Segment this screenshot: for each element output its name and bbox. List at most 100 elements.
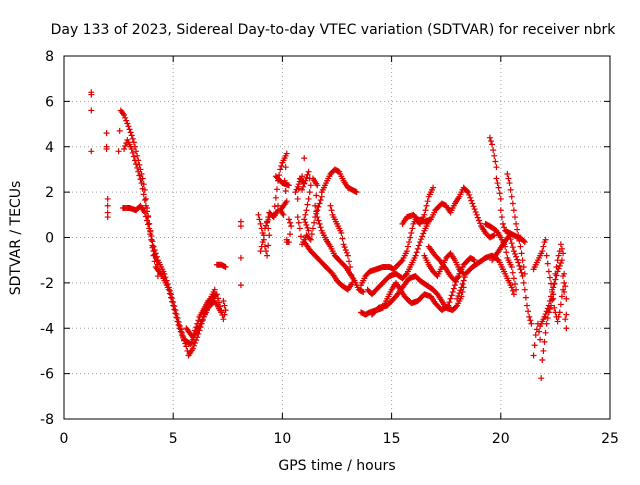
data-point [403, 248, 410, 255]
data-point [103, 146, 110, 153]
data-point [348, 271, 355, 278]
data-point [257, 220, 264, 227]
y-axis-label: SDTVAR / TECUs [8, 181, 24, 296]
data-point [237, 223, 244, 230]
data-point [539, 248, 546, 255]
data-point [143, 217, 150, 224]
data-point [302, 219, 309, 226]
data-point [314, 182, 321, 189]
data-point [260, 232, 267, 239]
data-point [122, 114, 129, 121]
data-point [152, 254, 159, 261]
data-point [415, 242, 422, 249]
data-point [189, 345, 196, 352]
data-point [563, 325, 570, 332]
data-point [258, 243, 265, 250]
data-point [528, 320, 535, 327]
data-point [558, 245, 565, 252]
data-point [164, 281, 171, 288]
data-point [306, 235, 313, 242]
data-point [128, 146, 135, 153]
data-point [216, 299, 223, 306]
data-point [510, 291, 517, 298]
data-point [190, 342, 197, 349]
data-point [288, 223, 295, 230]
data-point [285, 216, 292, 223]
data-point [304, 171, 311, 178]
data-point [466, 191, 473, 198]
data-point [487, 138, 494, 145]
data-point [508, 240, 515, 247]
data-point [422, 207, 429, 214]
data-point [470, 203, 477, 210]
data-point [489, 141, 496, 148]
data-point [522, 294, 529, 301]
data-point [448, 292, 455, 299]
data-point [195, 317, 202, 324]
data-point [273, 186, 280, 193]
data-point [133, 161, 140, 168]
data-point [497, 207, 504, 214]
data-point [137, 176, 144, 183]
data-point [314, 207, 321, 214]
data-point [124, 120, 131, 127]
data-point [546, 274, 553, 281]
data-point [222, 307, 229, 314]
data-point [541, 313, 548, 320]
data-point [136, 172, 143, 179]
data-point [477, 220, 484, 227]
data-point [456, 290, 463, 297]
data-point [353, 189, 360, 196]
data-point [508, 193, 515, 200]
data-point [190, 330, 197, 337]
data-point [520, 279, 527, 286]
data-point [539, 357, 546, 364]
data-point [510, 207, 517, 214]
data-point [406, 239, 413, 246]
data-point [130, 153, 137, 160]
y-tick-label: -2 [40, 276, 54, 292]
data-point [212, 292, 219, 299]
data-point [465, 189, 472, 196]
data-point [121, 111, 128, 118]
data-point [88, 148, 95, 155]
data-point [327, 202, 334, 209]
data-point [509, 287, 516, 294]
data-point [180, 333, 187, 340]
data-point [418, 236, 425, 243]
y-tick-label: -6 [40, 367, 54, 383]
data-point [121, 146, 128, 153]
data-point [263, 222, 270, 229]
data-point [88, 91, 95, 98]
y-tick-label: 4 [45, 140, 54, 156]
data-point [304, 224, 311, 231]
data-point [220, 316, 227, 323]
data-point [172, 307, 179, 314]
data-point [178, 329, 185, 336]
data-point [409, 225, 416, 232]
data-point [342, 246, 349, 253]
data-point [278, 163, 285, 170]
data-point [264, 252, 271, 259]
data-marks [88, 89, 570, 382]
data-point [211, 286, 218, 293]
data-point [217, 303, 224, 310]
data-point [560, 273, 567, 280]
data-point [544, 305, 551, 312]
data-point [557, 301, 564, 308]
data-point [194, 320, 201, 327]
data-point [271, 203, 278, 210]
data-point [302, 211, 309, 218]
data-point [136, 161, 143, 168]
data-point [299, 186, 306, 193]
data-point [175, 319, 182, 326]
x-axis-tick-labels: 0 5 10 15 20 25 [60, 431, 619, 447]
data-point [130, 139, 137, 146]
data-point [221, 302, 228, 309]
data-point [525, 308, 532, 315]
data-point [237, 282, 244, 289]
data-point [329, 211, 336, 218]
data-point [501, 224, 508, 231]
data-point [297, 233, 304, 240]
data-point [519, 257, 526, 264]
